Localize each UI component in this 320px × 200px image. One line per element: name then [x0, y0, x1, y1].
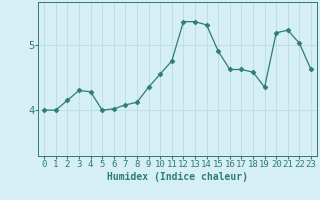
X-axis label: Humidex (Indice chaleur): Humidex (Indice chaleur)	[107, 172, 248, 182]
